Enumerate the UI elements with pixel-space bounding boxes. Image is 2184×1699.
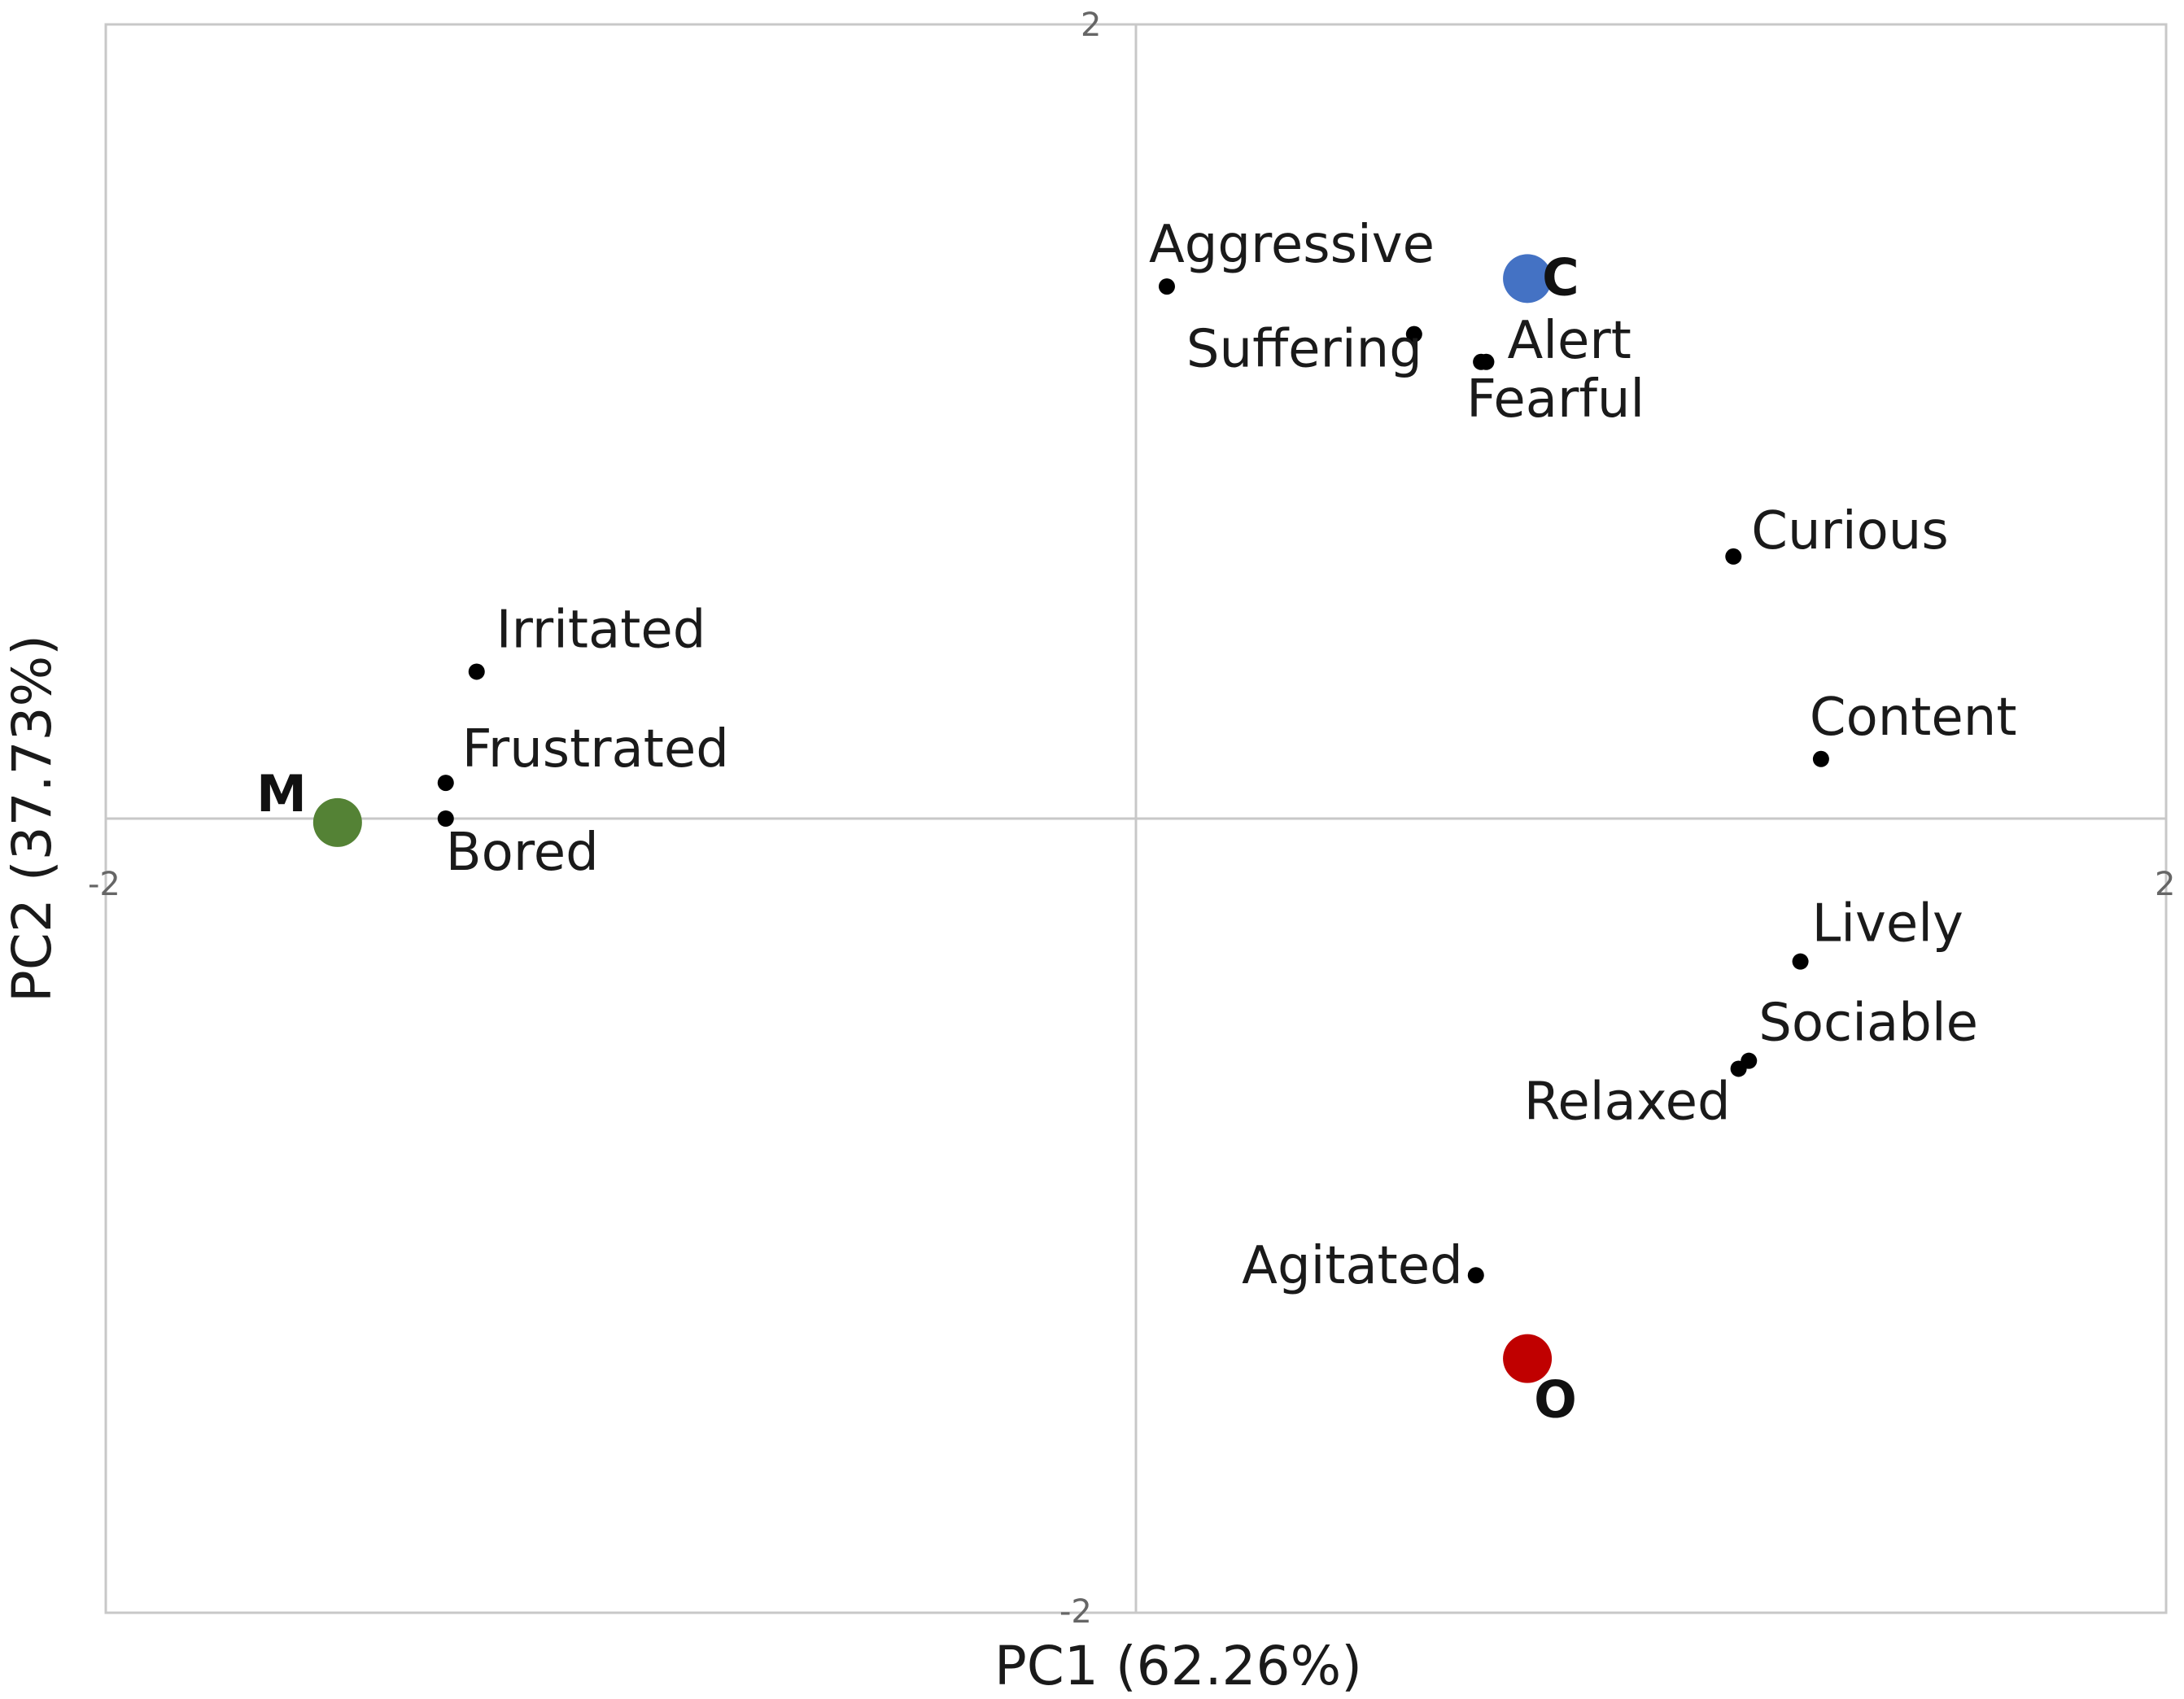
term-label-content: Content	[1810, 688, 2017, 748]
term-point-lively	[1792, 953, 1809, 970]
term-point-frustrated	[437, 775, 454, 792]
term-label-curious: Curious	[1751, 501, 1948, 561]
y-max-tick: 2	[1081, 7, 1101, 44]
x-axis-title: PC1 (62.26%)	[994, 1635, 1362, 1697]
group-label-o: O	[1534, 1370, 1577, 1430]
term-label-agitated: Agitated	[1242, 1236, 1463, 1296]
term-label-sociable: Sociable	[1758, 994, 1978, 1054]
term-point-irritated	[468, 663, 485, 680]
group-label-c: C	[1542, 247, 1579, 307]
x-min-tick: -2	[88, 866, 120, 903]
y-min-tick: -2	[1059, 1593, 1092, 1631]
term-point-content	[1812, 750, 1829, 767]
term-point-agitated	[1467, 1267, 1484, 1284]
group-point-o	[1503, 1334, 1553, 1383]
x-max-tick: 2	[2155, 866, 2175, 903]
term-label-aggressive: Aggressive	[1149, 215, 1435, 275]
term-point-relaxed	[1730, 1060, 1747, 1077]
term-label-alert: Alert	[1507, 311, 1631, 371]
term-label-bored: Bored	[446, 823, 599, 883]
group-label-m: M	[256, 764, 307, 823]
term-label-lively: Lively	[1812, 894, 1963, 954]
term-label-irritated: Irritated	[496, 600, 706, 660]
term-point-curious	[1725, 548, 1742, 565]
group-point-c	[1503, 254, 1553, 304]
term-label-relaxed: Relaxed	[1524, 1072, 1731, 1132]
term-point-suffering	[1405, 325, 1422, 343]
y-axis-title: PC2 (37.73%)	[1, 635, 63, 1002]
term-label-frustrated: Frustrated	[462, 719, 729, 780]
term-label-fearful: Fearful	[1466, 369, 1645, 430]
term-label-suffering: Suffering	[1186, 320, 1422, 380]
term-point-fearful	[1473, 353, 1490, 370]
term-point-aggressive	[1158, 278, 1175, 295]
term-point-bored	[437, 810, 454, 827]
group-point-m	[312, 797, 362, 847]
